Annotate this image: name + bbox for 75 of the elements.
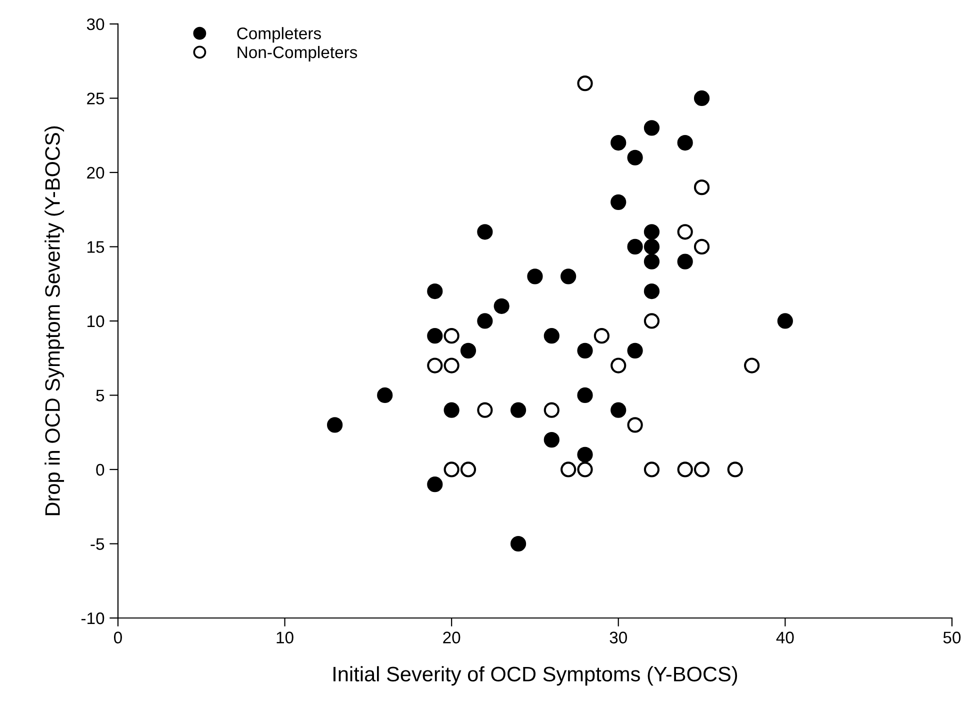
point [677, 134, 693, 151]
point [644, 120, 660, 136]
point [610, 358, 626, 374]
point [744, 358, 760, 374]
point [544, 402, 560, 418]
point [427, 283, 443, 300]
point [644, 224, 660, 240]
point [577, 76, 593, 92]
point [694, 238, 710, 255]
point [577, 446, 593, 462]
point [644, 238, 660, 255]
x-tick-label: 20 [443, 632, 460, 644]
x-tick-label: 0 [114, 632, 122, 644]
y-tick-label: 15 [88, 241, 104, 253]
point [544, 328, 560, 344]
point [494, 298, 510, 314]
y-tick-label: 20 [87, 166, 104, 179]
point [627, 238, 643, 255]
point [627, 342, 643, 358]
legend-label: Non-Completers [238, 46, 358, 62]
point [644, 254, 660, 270]
point [427, 328, 443, 344]
x-tick-label: 30 [610, 632, 627, 644]
point [460, 342, 476, 358]
point [444, 358, 460, 374]
point [677, 224, 693, 240]
point [727, 462, 743, 478]
y-tick-label: 10 [88, 315, 104, 328]
point [527, 268, 543, 284]
point [777, 313, 793, 329]
point [644, 462, 660, 478]
point [327, 417, 343, 433]
point [427, 476, 443, 492]
point [510, 536, 526, 552]
y-tick-label: 0 [96, 464, 104, 476]
x-tick-label: 40 [776, 632, 794, 644]
x-tick-label: 10 [276, 632, 294, 644]
point [694, 180, 710, 196]
point [460, 462, 476, 478]
y-tick-label: 25 [87, 92, 104, 104]
y-tick-label: -5 [90, 538, 104, 550]
point [510, 402, 526, 418]
point [644, 313, 660, 329]
point [560, 268, 576, 284]
point [644, 283, 660, 300]
point [627, 417, 643, 433]
point [694, 90, 710, 106]
x-tick-label: 50 [943, 632, 961, 644]
legend-label: Completers [237, 27, 321, 43]
point [427, 358, 443, 374]
y-tick-label: 30 [86, 18, 104, 30]
y-tick-label: -10 [81, 612, 104, 624]
point [577, 342, 593, 358]
point [577, 462, 593, 478]
x-axis-title: Initial Severity of OCD Symptoms (Y-BOCS) [334, 666, 738, 686]
point [377, 387, 393, 404]
point [694, 462, 710, 478]
point [444, 328, 460, 344]
point [544, 432, 560, 448]
y-axis-title: Drop in OCD Symptom Severity (Y-BOCS) [44, 126, 64, 516]
point [444, 402, 460, 418]
point [444, 462, 460, 478]
point [610, 134, 626, 151]
point [627, 150, 643, 166]
y-tick-label: 5 [96, 390, 104, 402]
point [610, 194, 626, 210]
point [477, 313, 493, 329]
point [610, 402, 626, 418]
point [677, 462, 693, 478]
point [477, 224, 493, 240]
point [577, 387, 593, 404]
point [477, 402, 493, 418]
point [594, 328, 610, 344]
point [560, 462, 576, 478]
point [677, 254, 693, 270]
